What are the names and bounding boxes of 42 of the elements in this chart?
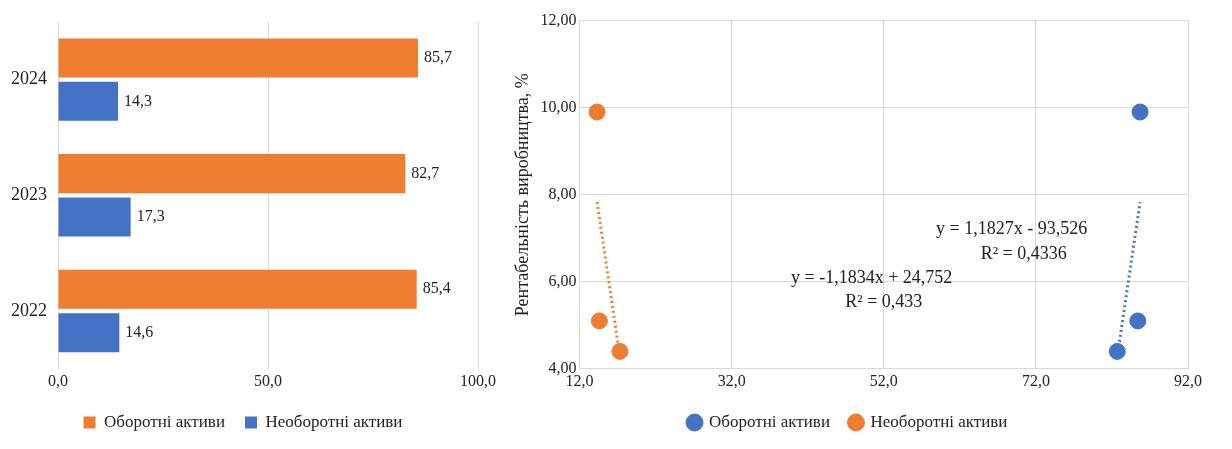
y-tick-label: 2023 xyxy=(11,184,47,205)
data-label: 14,6 xyxy=(125,322,154,340)
bar xyxy=(58,81,119,121)
data-label: 85,4 xyxy=(422,279,451,297)
data-label: 82,7 xyxy=(411,163,440,181)
bar xyxy=(58,38,418,78)
point xyxy=(588,103,606,121)
annotation: R² = 0,4336 xyxy=(980,242,1067,263)
bar xyxy=(58,269,417,309)
y-tick-label: 10,00 xyxy=(540,97,577,115)
legend-label: Оборотні активи xyxy=(709,411,830,431)
legend-label: Необоротні активи xyxy=(265,411,403,431)
data-label: 85,7 xyxy=(423,48,452,66)
y-tick-label: 4,00 xyxy=(548,359,577,376)
x-tick-label: 52,0 xyxy=(869,371,898,389)
bar xyxy=(58,154,406,194)
point xyxy=(590,312,608,330)
y-tick-label: 12,00 xyxy=(540,10,577,28)
data-label: 14,3 xyxy=(124,91,153,109)
point xyxy=(1108,342,1126,360)
bar xyxy=(58,313,120,353)
point xyxy=(1131,103,1149,121)
x-tick-label: 0,0 xyxy=(48,371,68,389)
x-tick-label: 32,0 xyxy=(717,371,746,389)
bar xyxy=(58,197,131,237)
legend-label: Оборотні активи xyxy=(104,411,225,431)
y-tick-label: 2024 xyxy=(11,68,47,89)
annotation: y = -1,1834x + 24,752 xyxy=(790,267,953,287)
x-tick-label: 100,0 xyxy=(460,371,496,389)
data-label: 17,3 xyxy=(136,207,165,225)
x-tick-label: 50,0 xyxy=(254,371,282,389)
y-tick-label: 8,00 xyxy=(548,184,577,202)
point xyxy=(1129,312,1147,330)
annotation: y = 1,1827x - 93,526 xyxy=(935,218,1088,239)
point xyxy=(611,342,629,360)
y-tick-label: 2022 xyxy=(11,299,47,320)
x-tick-label: 92,0 xyxy=(1174,371,1202,389)
y-tick-label: 6,00 xyxy=(548,271,577,289)
y-axis-title: Рентабельність виробництва, % xyxy=(511,73,532,317)
annotation: R² = 0,433 xyxy=(845,291,923,312)
legend-label: Необоротні активи xyxy=(870,411,1008,431)
x-tick-label: 72,0 xyxy=(1021,371,1050,389)
